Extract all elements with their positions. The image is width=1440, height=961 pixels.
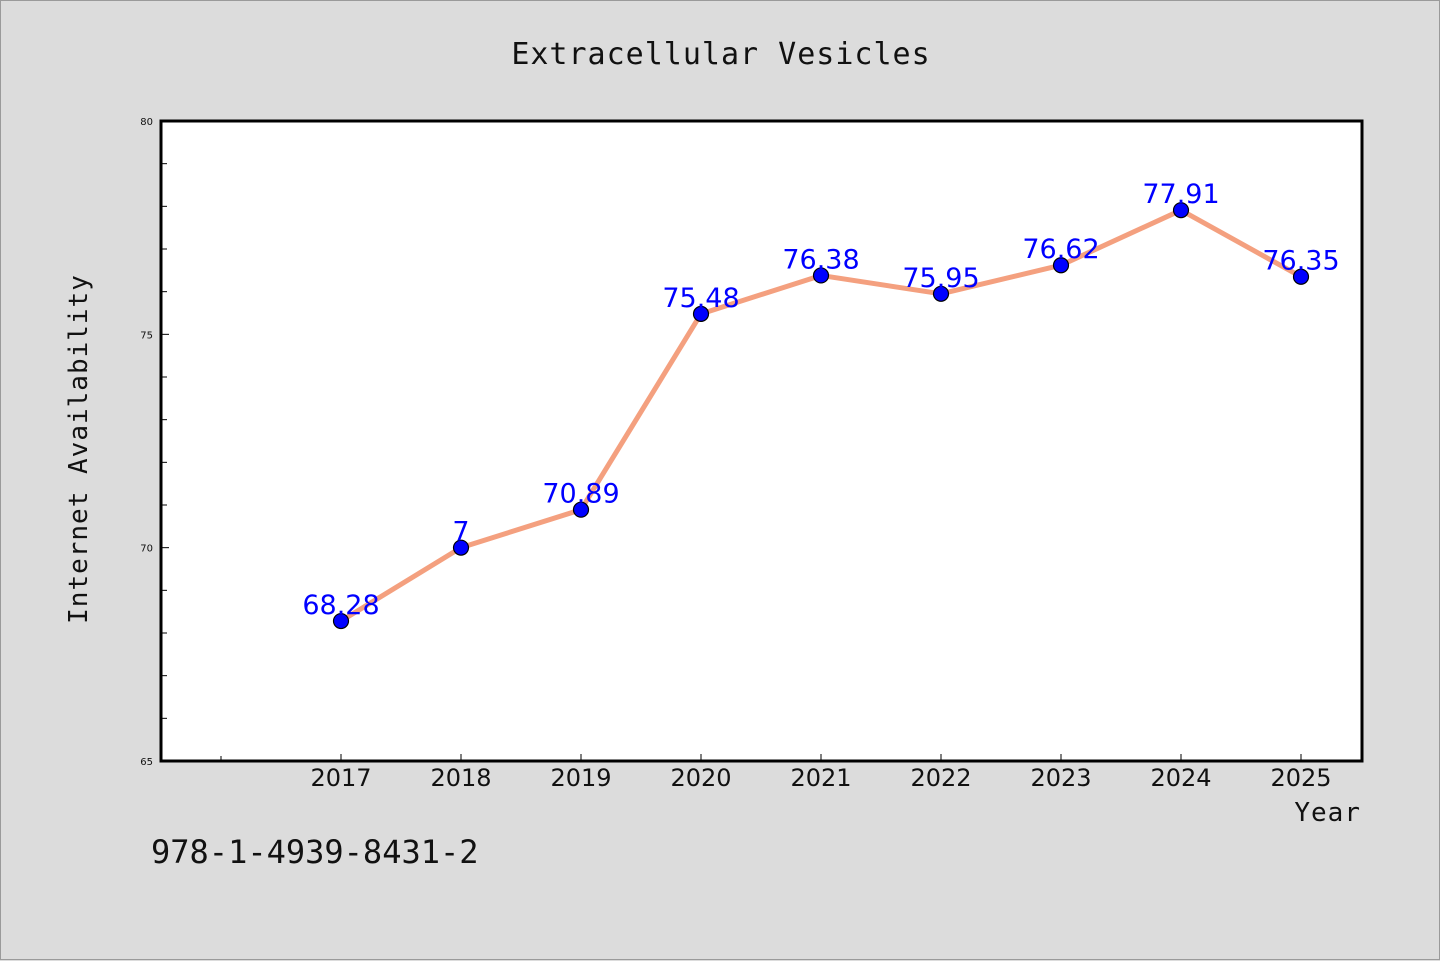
x-tick-label: 2018 <box>430 764 491 792</box>
x-axis-label: Year <box>1294 798 1361 828</box>
data-label: 70.89 <box>542 479 619 510</box>
x-tick-label: 2022 <box>910 764 971 792</box>
data-point <box>572 501 590 518</box>
data-point <box>812 267 830 284</box>
y-tick-label: 65 <box>140 757 153 768</box>
x-tick-label: 2024 <box>1150 764 1211 792</box>
data-label: 75.48 <box>662 283 739 314</box>
x-tick-label: 2023 <box>1030 764 1091 792</box>
y-tick-label: 70 <box>140 544 153 555</box>
isbn-code: 978-1-4939-8431-2 <box>151 833 479 871</box>
data-point <box>1172 202 1190 219</box>
x-axis: 2017 2018 2019 2020 2021 2022 2023 2024 2025 <box>220 754 1332 792</box>
plot-area <box>159 119 1364 763</box>
data-label: 77.91 <box>1142 179 1219 210</box>
data-label: 75.95 <box>902 263 979 294</box>
y-axis: 65 70 75 80 <box>140 117 169 768</box>
data-point <box>332 612 350 630</box>
data-label: 7 <box>452 517 469 548</box>
data-label: 76.35 <box>1262 246 1339 277</box>
data-point <box>932 285 950 302</box>
x-tick-label: 2025 <box>1270 764 1331 792</box>
x-tick-label: 2020 <box>670 764 731 792</box>
data-label: 76.38 <box>782 244 859 275</box>
data-label: 76.62 <box>1022 234 1099 265</box>
y-tick-label: 75 <box>140 330 153 341</box>
x-tick-label: 2017 <box>310 764 371 792</box>
data-label: 68.28 <box>302 590 379 621</box>
data-point <box>1052 257 1070 274</box>
x-tick-label: 2021 <box>790 764 851 792</box>
y-axis-label: Internet Availability <box>64 274 94 624</box>
data-point <box>692 305 710 322</box>
data-point <box>452 539 470 556</box>
data-series: 68.28 7 70.89 75.48 76.38 75.95 76.62 77.91 76.3… <box>302 179 1340 630</box>
data-point <box>1292 268 1310 285</box>
y-tick-label: 80 <box>140 117 153 128</box>
chart-title: Extracellular Vesicles <box>511 37 930 72</box>
x-tick-label: 2019 <box>550 764 611 792</box>
